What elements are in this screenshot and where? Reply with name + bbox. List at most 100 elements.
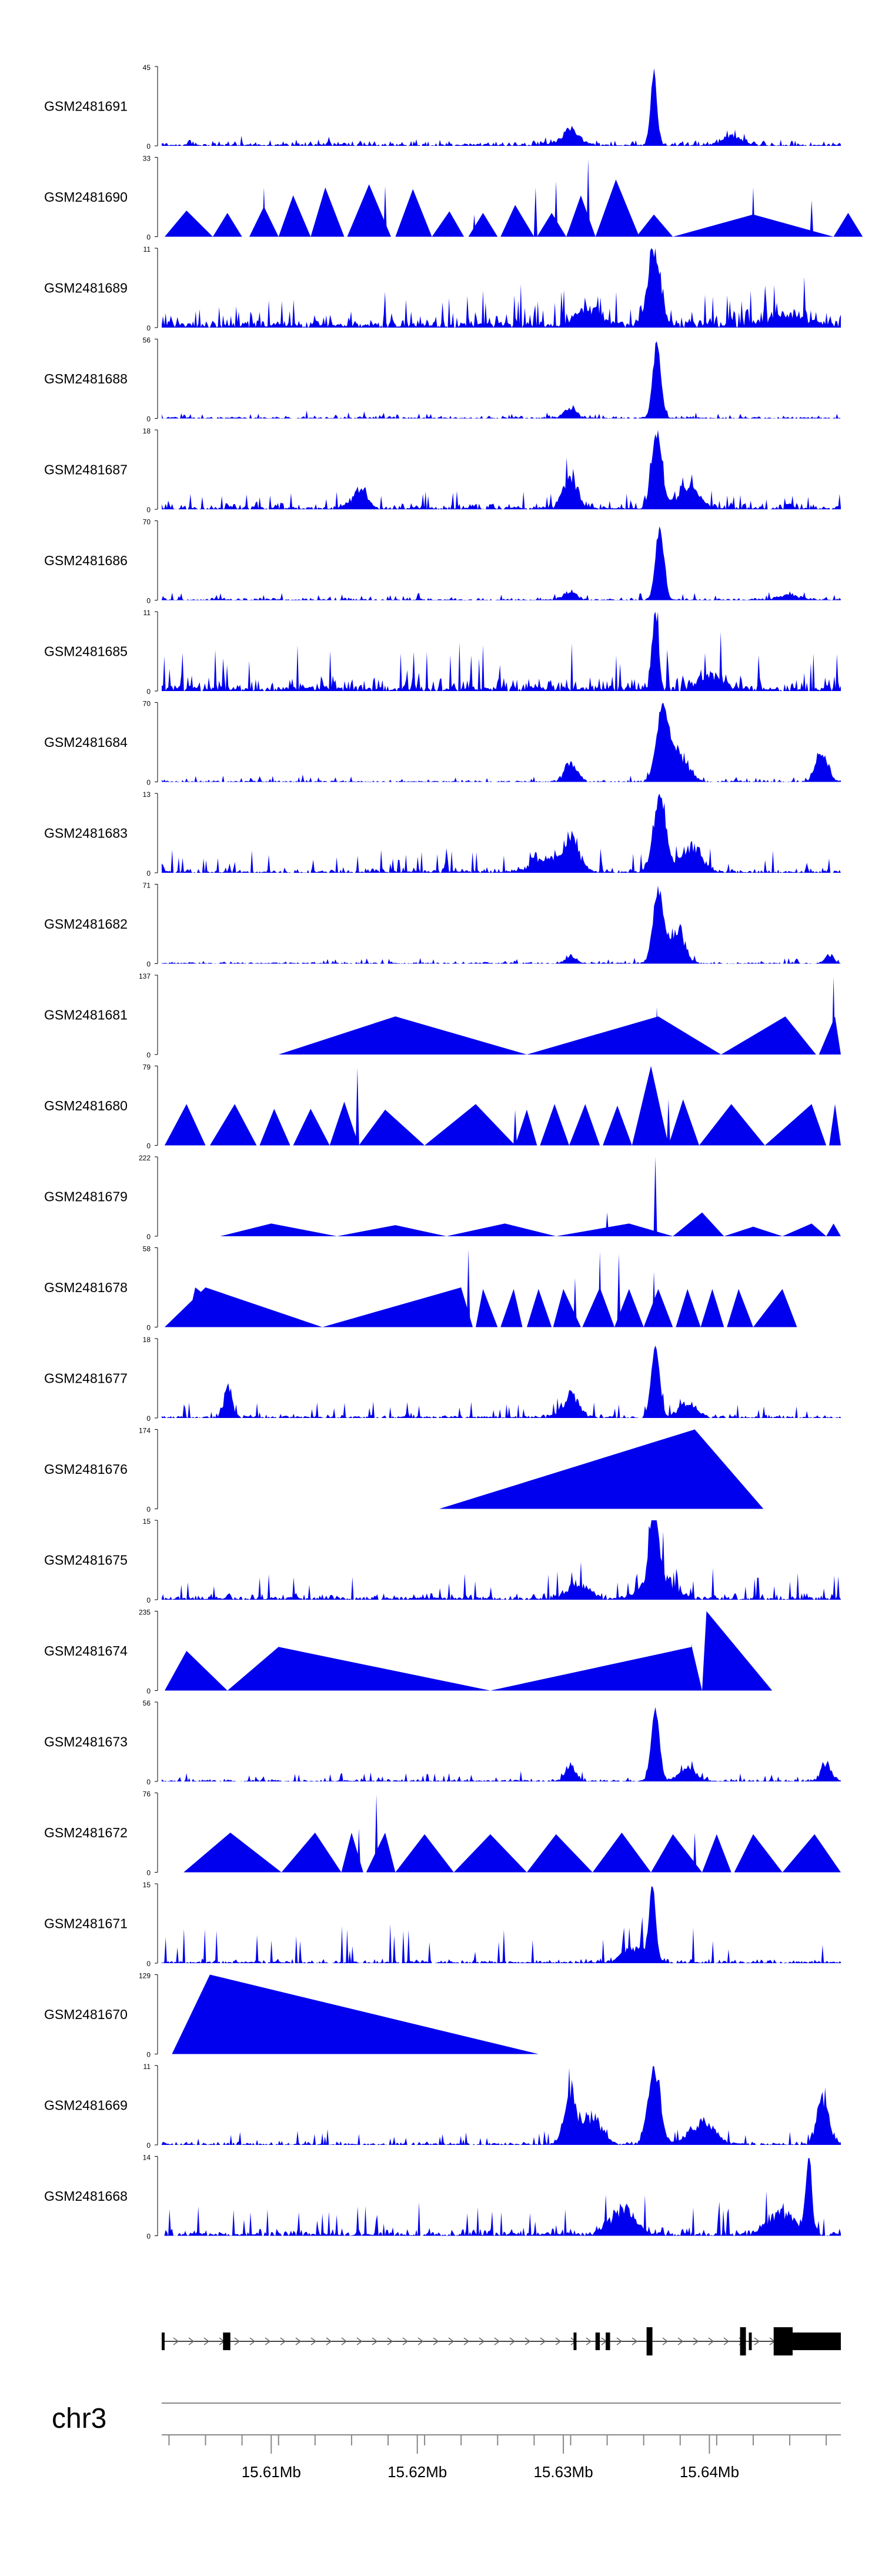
- signal-spike: [262, 187, 266, 237]
- signal-area: [259, 1109, 290, 1146]
- track-label: GSM2481683: [44, 826, 128, 841]
- track-GSM2481673: GSM2481673 56 0: [44, 1699, 841, 1786]
- track-GSM2481683: GSM2481683 13 0: [44, 790, 841, 877]
- y-max-label: 70: [143, 518, 151, 526]
- signal-area: [829, 1104, 841, 1146]
- y-max-label: 18: [143, 427, 151, 435]
- exon: [595, 2333, 600, 2350]
- track-label: GSM2481675: [44, 1553, 128, 1568]
- signal-spike: [653, 1157, 657, 1236]
- signal-area: [515, 1109, 537, 1146]
- strand-arrow: [372, 2337, 378, 2345]
- signal-area: [614, 1289, 644, 1327]
- strand-arrow: [433, 2337, 439, 2345]
- track-label: GSM2481668: [44, 2188, 128, 2204]
- signal-area: [395, 1834, 454, 1873]
- strand-arrow: [632, 2337, 638, 2345]
- strand-arrow: [295, 2337, 302, 2345]
- track-GSM2481671: GSM2481671 15 0: [44, 1881, 841, 1968]
- signal-spike: [617, 1254, 621, 1327]
- signal-area: [453, 1834, 527, 1873]
- strand-arrow: [662, 2337, 669, 2345]
- signal-area: [293, 1109, 330, 1146]
- signal-area: [556, 1223, 673, 1236]
- exon: [793, 2333, 841, 2350]
- strand-arrow: [265, 2337, 271, 2345]
- strand-arrow: [448, 2337, 455, 2345]
- signal-area: [212, 213, 242, 237]
- signal-area: [603, 1106, 632, 1146]
- track-label: GSM2481677: [44, 1371, 128, 1386]
- y-min-label: 0: [146, 1778, 151, 1786]
- signal-area: [310, 187, 345, 237]
- track-GSM2481676: GSM2481676 174 0: [44, 1427, 764, 1514]
- track-GSM2481690: GSM2481690 33 0: [44, 155, 863, 242]
- signal-spike: [355, 1067, 359, 1146]
- signal-area: [432, 211, 465, 237]
- signal-area: [278, 1016, 527, 1055]
- y-max-label: 11: [143, 245, 151, 253]
- signal-area: [500, 1289, 523, 1327]
- strand-arrow: [387, 2337, 393, 2345]
- signal-spike: [655, 1007, 659, 1055]
- signal-area: [727, 1289, 753, 1327]
- track-GSM2481682: GSM2481682 71 0: [44, 882, 841, 969]
- track-label: GSM2481674: [44, 1643, 128, 1659]
- signal-area: [162, 248, 841, 328]
- signal-area: [526, 1289, 552, 1327]
- strand-arrow: [494, 2337, 500, 2345]
- track-label: GSM2481676: [44, 1461, 128, 1477]
- y-min-label: 0: [146, 1506, 151, 1514]
- signal-area: [227, 1647, 490, 1691]
- y-max-label: 11: [143, 2063, 151, 2071]
- track-label: GSM2481680: [44, 1098, 128, 1113]
- exon: [749, 2333, 752, 2350]
- y-min-label: 0: [146, 779, 151, 787]
- y-max-label: 13: [143, 790, 151, 799]
- exon: [646, 2327, 653, 2355]
- signal-spike: [652, 1272, 656, 1327]
- signal-area: [700, 1289, 724, 1327]
- y-max-label: 18: [143, 1336, 151, 1344]
- track-GSM2481685: GSM2481685 11 0: [44, 609, 841, 696]
- signal-area: [162, 2066, 841, 2145]
- signal-area: [162, 2158, 841, 2236]
- signal-area: [490, 1647, 703, 1691]
- signal-area: [753, 1289, 797, 1327]
- y-max-label: 45: [143, 64, 151, 72]
- signal-area: [702, 1834, 731, 1873]
- track-GSM2481687: GSM2481687 18 0: [44, 427, 841, 514]
- signal-area: [826, 1223, 841, 1236]
- signal-spike: [513, 1109, 517, 1146]
- track-label: GSM2481688: [44, 371, 128, 386]
- y-min-label: 0: [146, 2051, 151, 2059]
- strand-arrow: [203, 2337, 210, 2345]
- signal-area: [359, 1109, 425, 1146]
- signal-area: [395, 189, 432, 237]
- y-max-label: 129: [139, 1972, 151, 1980]
- signal-area: [651, 1834, 703, 1873]
- track-GSM2481686: GSM2481686 70 0: [44, 518, 841, 605]
- signal-area: [162, 793, 841, 873]
- y-min-label: 0: [146, 1142, 151, 1150]
- y-max-label: 56: [143, 1699, 151, 1707]
- signal-area: [209, 1104, 257, 1146]
- signal-area: [164, 1651, 228, 1691]
- signal-area: [322, 1287, 473, 1327]
- signal-area: [699, 1104, 765, 1146]
- y-min-label: 0: [146, 1687, 151, 1696]
- signal-spike: [573, 1277, 577, 1327]
- y-min-label: 0: [146, 597, 151, 605]
- signal-area: [782, 1834, 841, 1873]
- y-max-label: 15: [143, 1881, 151, 1889]
- signal-spike: [605, 1212, 609, 1236]
- track-GSM2481681: GSM2481681 137 0: [44, 972, 841, 1059]
- signal-area: [162, 1886, 841, 1963]
- exon: [773, 2327, 793, 2355]
- signal-spike: [598, 1252, 602, 1327]
- track-label: GSM2481691: [44, 99, 128, 114]
- signal-area: [162, 1345, 841, 1418]
- signal-area: [446, 1223, 556, 1236]
- signal-spike: [586, 159, 590, 237]
